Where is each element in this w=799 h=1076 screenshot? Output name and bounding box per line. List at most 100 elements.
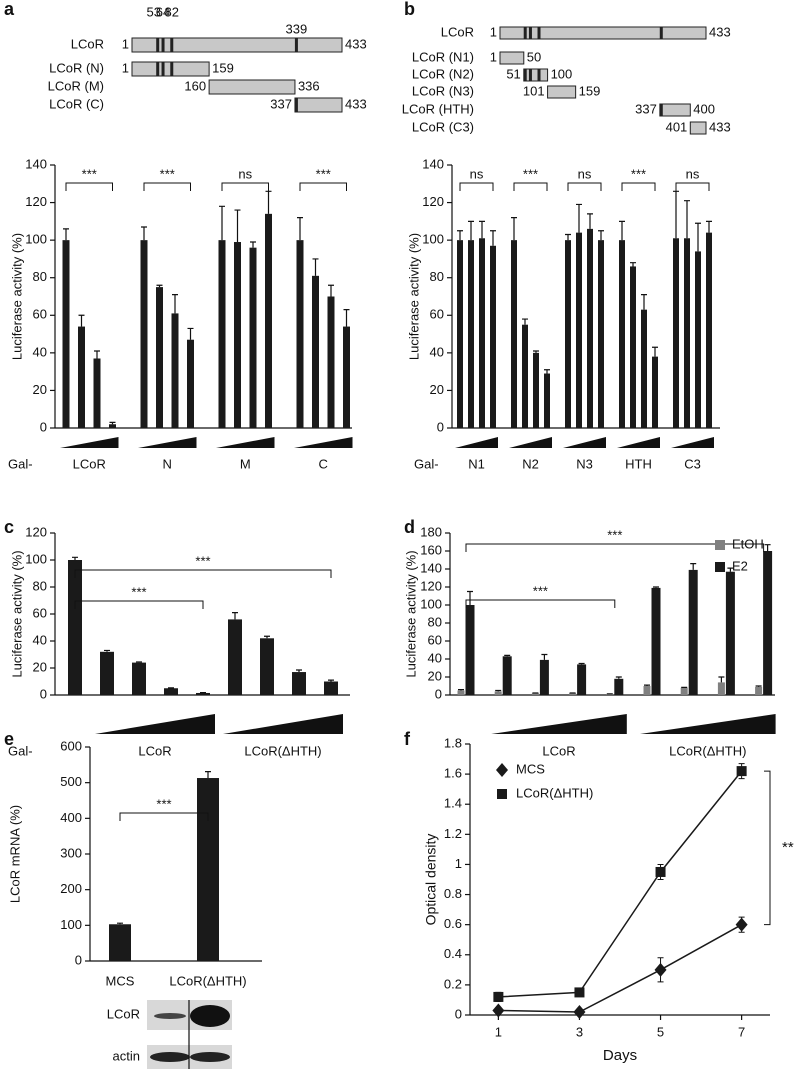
significance-bracket bbox=[143, 182, 191, 191]
y-tick-label: 100 bbox=[422, 232, 444, 247]
domain-stripe bbox=[170, 62, 174, 76]
significance-label: ns bbox=[686, 166, 700, 181]
error-bar bbox=[264, 635, 270, 639]
bar bbox=[565, 240, 571, 428]
domain-stripe bbox=[528, 69, 532, 81]
domain-stripe bbox=[294, 98, 298, 112]
construct-name: LCoR (M) bbox=[48, 78, 104, 93]
y-tick-label: 0 bbox=[40, 419, 47, 434]
bar bbox=[539, 659, 549, 695]
residue-end: 433 bbox=[709, 119, 731, 134]
bar bbox=[197, 778, 219, 961]
bar bbox=[641, 309, 647, 428]
error-bar bbox=[117, 922, 123, 925]
bar bbox=[490, 245, 496, 428]
residue-end: 100 bbox=[551, 66, 573, 81]
construct-box bbox=[131, 37, 343, 53]
x-tick-label: 1 bbox=[495, 1024, 502, 1039]
dose-wedge bbox=[223, 714, 343, 734]
significance-label: *** bbox=[631, 166, 646, 181]
y-tick-label: 60 bbox=[33, 605, 47, 620]
line bbox=[498, 770, 743, 998]
residue-end: 433 bbox=[345, 96, 367, 111]
residue-start: 337 bbox=[270, 96, 292, 111]
significance-label: *** bbox=[607, 527, 622, 542]
legend-label: MCS bbox=[516, 761, 545, 776]
bar bbox=[614, 678, 624, 695]
construct-name: LCoR bbox=[441, 24, 474, 39]
error-bar bbox=[205, 771, 211, 779]
construct-box bbox=[499, 51, 525, 65]
error-bar bbox=[630, 262, 636, 267]
bar bbox=[171, 313, 179, 428]
bar bbox=[140, 240, 148, 428]
y-tick-label: 80 bbox=[428, 614, 442, 629]
domain-stripe bbox=[170, 38, 174, 52]
bar bbox=[606, 694, 614, 695]
legend-label: EtOH bbox=[732, 536, 764, 551]
construct-box bbox=[294, 97, 343, 113]
error-bar bbox=[653, 586, 659, 588]
y-tick-label: 200 bbox=[60, 881, 82, 896]
y-axis-label: Luciferase activity (%) bbox=[406, 233, 421, 360]
group-label: N bbox=[163, 456, 172, 471]
bar bbox=[725, 571, 735, 695]
error-bar bbox=[232, 612, 238, 620]
dose-wedge bbox=[294, 437, 353, 448]
error-bar bbox=[136, 661, 142, 663]
bar bbox=[706, 232, 712, 428]
dose-wedge bbox=[95, 714, 215, 734]
bar bbox=[673, 238, 679, 428]
y-tick-label: 20 bbox=[428, 668, 442, 683]
error-bar bbox=[495, 689, 502, 692]
bar bbox=[511, 240, 517, 428]
construct-box bbox=[499, 26, 707, 40]
dose-wedge bbox=[640, 714, 776, 734]
significance-bracket bbox=[675, 182, 710, 191]
residue-end: 400 bbox=[693, 101, 715, 116]
significance-label: ns bbox=[238, 166, 252, 181]
y-tick-label: 60 bbox=[430, 307, 444, 322]
error-bar bbox=[565, 233, 571, 241]
error-bar bbox=[94, 350, 100, 359]
line bbox=[498, 924, 742, 1013]
x-prefix: Gal- bbox=[8, 456, 33, 471]
residue-end: 433 bbox=[709, 24, 731, 39]
x-tick-label: LCoR(ΔHTH) bbox=[169, 973, 246, 988]
x-tick-label: MCS bbox=[106, 973, 135, 988]
error-bar bbox=[63, 228, 69, 241]
significance-label: ns bbox=[470, 166, 484, 181]
bar bbox=[763, 551, 773, 695]
y-tick-label: 80 bbox=[33, 578, 47, 593]
construct-name: LCoR (C3) bbox=[412, 119, 474, 134]
error-bar bbox=[457, 230, 463, 241]
bar bbox=[457, 690, 465, 695]
site-label: 64 bbox=[156, 4, 170, 19]
error-bar bbox=[328, 284, 334, 297]
domain-stripe bbox=[161, 38, 165, 52]
site-label: 82 bbox=[165, 4, 179, 19]
annotation: ** bbox=[782, 839, 794, 856]
significance-label: ns bbox=[578, 166, 592, 181]
group-label: C bbox=[319, 456, 328, 471]
error-bar bbox=[250, 241, 256, 248]
error-bar bbox=[533, 350, 539, 353]
bar bbox=[218, 240, 226, 428]
y-tick-label: 80 bbox=[33, 269, 47, 284]
significance-bracket bbox=[119, 812, 209, 821]
residue-start: 51 bbox=[506, 66, 520, 81]
y-tick-label: 40 bbox=[33, 344, 47, 359]
bar bbox=[533, 352, 539, 428]
point bbox=[573, 1004, 586, 1019]
y-tick-label: 40 bbox=[428, 650, 442, 665]
error-bar bbox=[265, 190, 272, 214]
error-bar bbox=[684, 200, 690, 239]
significance-bracket bbox=[465, 599, 616, 608]
bar bbox=[164, 688, 178, 695]
point bbox=[574, 987, 585, 998]
residue-start: 337 bbox=[635, 101, 657, 116]
bar bbox=[651, 587, 661, 695]
domain-stripe bbox=[294, 38, 298, 52]
x-tick-label: 5 bbox=[657, 1024, 664, 1039]
bar bbox=[109, 424, 116, 428]
